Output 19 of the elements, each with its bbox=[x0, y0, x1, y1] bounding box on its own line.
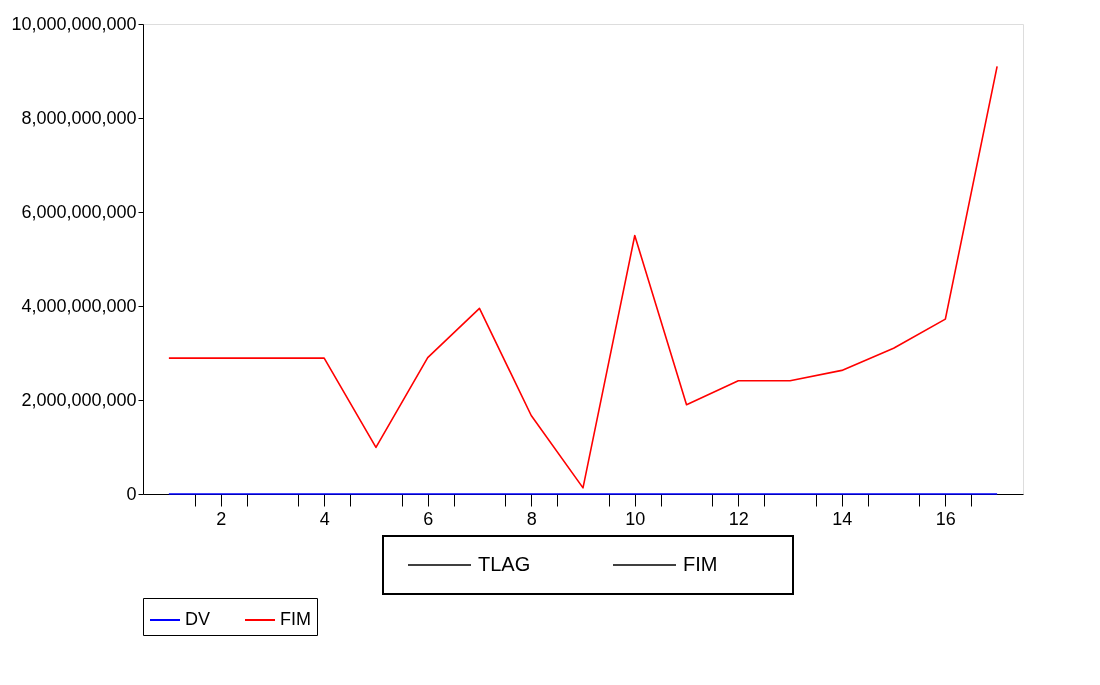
legend-label: FIM bbox=[280, 609, 311, 629]
y-tick-label: 10,000,000,000 bbox=[11, 13, 137, 34]
x-tick-label: 14 bbox=[832, 508, 853, 529]
x-tick-label: 4 bbox=[319, 508, 330, 529]
x-tick-label: 16 bbox=[935, 508, 956, 529]
y-tick-label: 4,000,000,000 bbox=[21, 295, 137, 316]
x-tick-label: 6 bbox=[423, 508, 434, 529]
x-tick-label: 8 bbox=[526, 508, 537, 529]
x-tick-label: 10 bbox=[625, 508, 646, 529]
y-tick-label: 6,000,000,000 bbox=[21, 201, 137, 222]
y-tick-label: 2,000,000,000 bbox=[21, 389, 137, 410]
x-tick-label: 2 bbox=[216, 508, 227, 529]
text: FIM bbox=[683, 553, 718, 575]
legend-label: DV bbox=[185, 609, 211, 629]
y-tick-label: 8,000,000,000 bbox=[21, 107, 137, 128]
y-tick-label: 0 bbox=[126, 483, 137, 504]
text: TLAG bbox=[478, 553, 531, 575]
x-tick-label: 12 bbox=[728, 508, 749, 529]
line-series bbox=[168, 65, 998, 489]
